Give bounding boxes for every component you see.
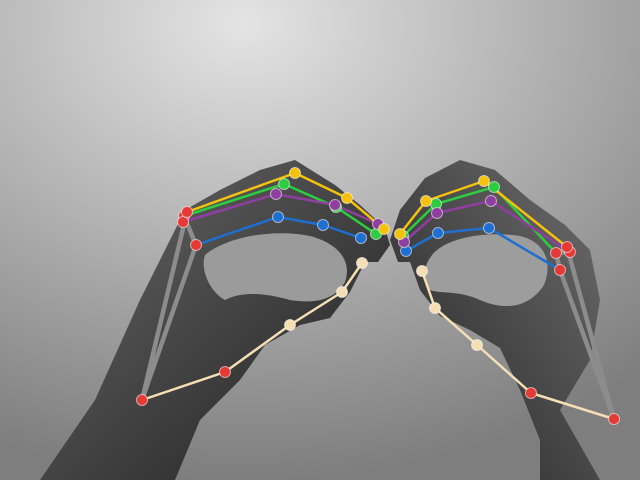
left-hand-thumb-joint-4 <box>356 257 368 269</box>
skeleton-joints <box>136 167 620 425</box>
left-hand-pinky-joint-1 <box>289 167 301 179</box>
right-hand-pinky-joint-2 <box>420 195 432 207</box>
right-hand-middle-joint-0 <box>550 247 562 259</box>
left-hand-index-joint-2 <box>317 219 329 231</box>
right-hand-thumb-joint-1 <box>525 387 537 399</box>
right-hand-ring-joint-2 <box>431 207 443 219</box>
right-hand-pinky-bone <box>399 179 568 248</box>
left-hand-thumb-joint-0 <box>136 394 148 406</box>
right-hand-pinky-joint-3 <box>394 228 406 240</box>
right-hand-thumb-joint-4 <box>416 265 428 277</box>
left-hand-pinky-bone <box>186 171 385 230</box>
left-hand-index-bone <box>195 215 362 247</box>
left-hand-thumb-joint-1 <box>219 366 231 378</box>
left-hand-thumb-joint-3 <box>336 286 348 298</box>
left-hand-ring-bone <box>182 192 379 226</box>
left-hand-gap <box>203 233 347 302</box>
right-hand-palm-bones <box>553 244 617 420</box>
left-hand-ring-joint-0 <box>177 216 189 228</box>
right-hand-index-joint-0 <box>554 264 566 276</box>
right-hand-thumb-joint-0 <box>608 413 620 425</box>
right-hand-ring-bone <box>403 199 571 254</box>
right-hand-thumb-joint-2 <box>471 339 483 351</box>
left-hand-pinky-joint-0 <box>181 206 193 218</box>
right-hand-silhouette <box>390 160 600 480</box>
right-hand-middle-joint-1 <box>488 181 500 193</box>
skeleton-bones <box>139 171 617 421</box>
right-hand-ring-joint-1 <box>485 195 497 207</box>
left-hand-middle-bone <box>183 182 377 236</box>
right-hand-pinky-joint-1 <box>478 175 490 187</box>
right-hand-gap <box>424 234 548 307</box>
right-hand-middle-bone <box>402 185 557 254</box>
right-hand-thumb-joint-3 <box>429 302 441 314</box>
left-hand-middle-joint-1 <box>278 178 290 190</box>
left-hand-ring-joint-2 <box>329 199 341 211</box>
right-hand-index-joint-1 <box>483 222 495 234</box>
left-hand-thumb-joint-2 <box>284 319 296 331</box>
left-hand-pinky-joint-2 <box>341 192 353 204</box>
right-hand-index-bone <box>405 226 561 272</box>
left-hand-ring-joint-1 <box>270 188 282 200</box>
right-hand-index-joint-2 <box>432 227 444 239</box>
left-hand-index-joint-0 <box>190 239 202 251</box>
right-hand-pinky-joint-0 <box>561 241 573 253</box>
left-hand-index-joint-1 <box>272 211 284 223</box>
left-hand-pinky-joint-3 <box>378 223 390 235</box>
left-hand-index-joint-3 <box>355 232 367 244</box>
